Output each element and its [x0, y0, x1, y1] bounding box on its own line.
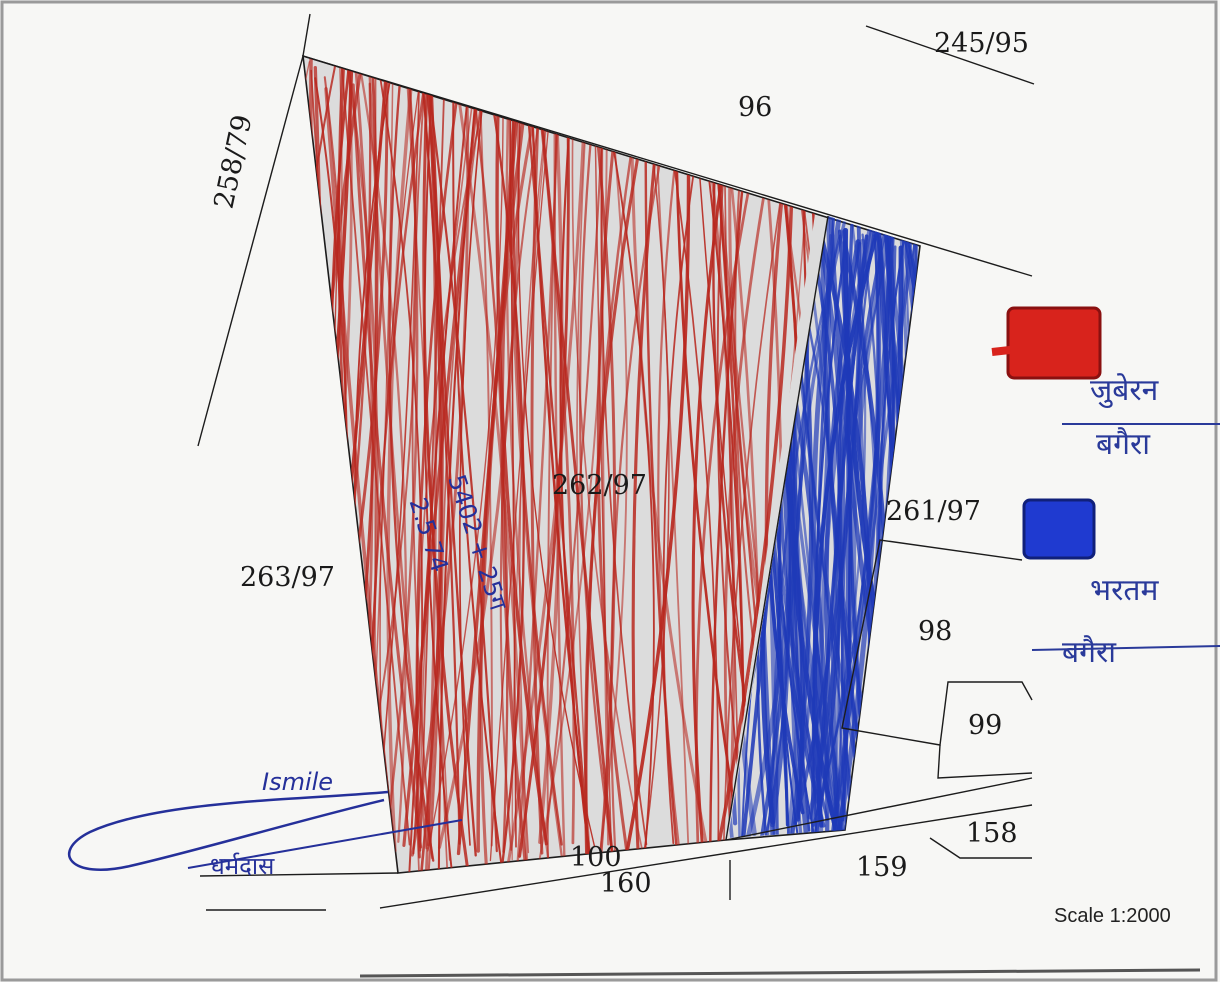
- red-hatch-stroke: [601, 70, 610, 846]
- legend-red-label-top: जुबेरन: [1090, 373, 1160, 409]
- signature-1: Ismile: [262, 768, 333, 796]
- red-hatch-stroke: [596, 67, 631, 871]
- page-bottom-edge: [359, 968, 1201, 978]
- red-hatch-stroke: [440, 58, 489, 873]
- red-hatch-stroke: [359, 68, 408, 843]
- legend-item-blue: भरतम बगैरा: [1022, 498, 1220, 670]
- red-hatch-stroke: [386, 75, 414, 853]
- red-hatch-stroke: [593, 56, 613, 871]
- signature-underline: [187, 819, 463, 869]
- red-hatch-stroke: [536, 83, 615, 865]
- red-hatch-stroke: [495, 59, 549, 846]
- legend-swatch-blue: [1022, 498, 1096, 560]
- red-hatch-stroke: [470, 71, 509, 854]
- red-hatch-stroke: [662, 75, 710, 845]
- red-hatch-stroke: [644, 56, 681, 873]
- plot-label-261-97: 261/97: [886, 496, 981, 527]
- red-hatch-stroke: [427, 56, 504, 852]
- blue-hatch-stroke: [904, 216, 920, 829]
- red-hatch-stroke: [652, 85, 691, 867]
- plot-label-263-97: 263/97: [240, 562, 335, 593]
- red-hatch-stroke: [419, 58, 447, 852]
- red-hatch-stroke: [351, 83, 423, 849]
- red-hatch-stroke: [429, 59, 477, 857]
- legend-blue-underline: [1031, 645, 1220, 651]
- red-hatch-stroke: [610, 67, 680, 851]
- red-hatch-stroke: [571, 56, 647, 867]
- red-hatch-stroke: [419, 56, 444, 873]
- blue-hatch-stroke: [804, 241, 840, 838]
- legend: जुबेरन बगैरा भरतम बगैरा: [991, 306, 1220, 670]
- signature-2: धर्मदास: [210, 852, 275, 880]
- red-hatch-stroke: [673, 70, 742, 848]
- plot-label-99: 99: [968, 710, 1002, 741]
- red-hatch-stroke: [518, 86, 570, 858]
- legend-item-red: जुबेरन बगैरा: [991, 306, 1220, 462]
- legend-red-label-bottom: बगैरा: [1096, 427, 1151, 462]
- blue-hatch-stroke: [813, 216, 883, 828]
- plot-boundaries: [197, 13, 1035, 911]
- red-hatch-stroke: [405, 75, 451, 861]
- plot-label-158: 158: [966, 818, 1018, 849]
- red-hatch-stroke: [452, 62, 503, 866]
- scale-label: Scale 1:2000: [1054, 905, 1171, 927]
- red-hatch-stroke: [379, 76, 424, 855]
- plot-label-96: 96: [738, 92, 772, 123]
- red-hatch-stroke: [522, 56, 592, 873]
- red-hatch-stroke: [631, 83, 664, 852]
- red-hatch-stroke: [700, 77, 736, 873]
- red-hatch-stroke: [419, 70, 478, 842]
- red-hatch-stroke: [388, 85, 435, 862]
- red-hatch-stroke: [411, 76, 434, 860]
- legend-swatch-red: [1006, 306, 1102, 380]
- legend-blue-label-bottom: बगैरा: [1062, 635, 1117, 670]
- blue-hatch-stroke: [838, 229, 851, 838]
- legend-blue-label-top: भरतम: [1090, 573, 1159, 608]
- red-hatch-stroke: [374, 66, 421, 846]
- signature-flourish: [68, 790, 389, 871]
- signatures: Ismile धर्मदास: [68, 768, 463, 880]
- legend-swatch-red-stub: [991, 346, 1011, 356]
- red-hatch-stroke: [382, 76, 419, 859]
- red-hatch-stroke: [599, 74, 655, 873]
- red-hatch-stroke: [423, 56, 454, 873]
- plot-label-98: 98: [918, 616, 952, 647]
- plot-label-100: 100: [570, 842, 622, 873]
- plot-label-159: 159: [856, 852, 908, 883]
- red-hatch-stroke: [578, 62, 614, 856]
- red-hatch-stroke: [511, 70, 563, 846]
- blue-hatch-stroke: [834, 216, 882, 838]
- red-hatch-stroke: [479, 72, 544, 873]
- plot-label-262-97: 262/97: [552, 470, 647, 501]
- red-hatch-stroke: [509, 63, 517, 848]
- red-hatch-stroke: [576, 79, 592, 867]
- blue-hatch-stroke: [811, 216, 842, 824]
- plot-label-245-95: 245/95: [934, 28, 1029, 59]
- red-hatch-stroke: [424, 58, 498, 853]
- plot-label-160: 160: [600, 868, 652, 899]
- red-hatch-stroke: [536, 59, 608, 873]
